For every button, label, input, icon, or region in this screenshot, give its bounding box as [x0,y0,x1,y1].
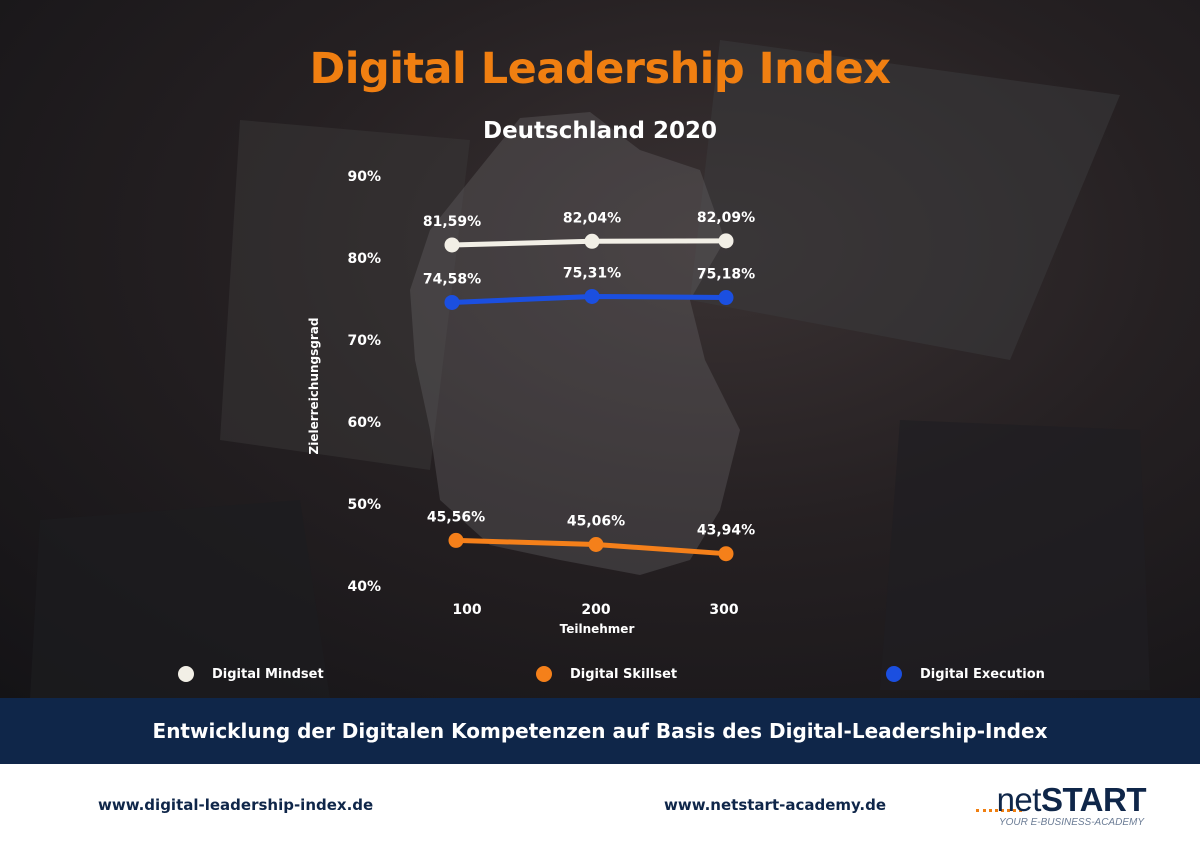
logo-wordmark: netSTART [996,781,1147,818]
legend-item-digital-skillset: Digital Skillset [536,664,677,684]
y-tick-label: 70% [347,333,381,349]
legend-item-digital-execution: Digital Execution [886,664,1045,684]
footer-link-digital-leadership-index[interactable]: www.digital-leadership-index.de [98,796,374,814]
data-point-digital-execution [718,290,734,306]
logo-dots-decoration [976,809,1022,812]
page-subtitle: Deutschland 2020 [482,118,718,144]
legend-item-digital-mindset: Digital Mindset [178,664,324,684]
data-point-digital-mindset [444,237,460,253]
data-label-digital-skillset: 45,56% [427,509,485,525]
banner-text: Entwicklung der Digitalen Kompetenzen au… [152,719,1048,743]
legend-swatch-digital-execution [886,666,902,682]
logo-part-net: net [996,781,1042,818]
x-tick-label: 200 [581,602,610,618]
x-tick-label: 300 [709,602,738,618]
data-label-digital-execution: 74,58% [423,271,481,287]
legend-label-digital-mindset: Digital Mindset [212,666,324,682]
y-tick-label: 60% [347,415,381,431]
logo-tagline: YOUR E-BUSINESS-ACADEMY [998,817,1144,828]
data-point-digital-skillset [588,537,604,553]
x-axis-label: Teilnehmer [560,622,635,636]
data-point-digital-skillset [448,532,464,548]
data-point-digital-mindset [718,233,734,249]
data-point-digital-skillset [718,546,734,562]
data-label-digital-mindset: 82,09% [697,210,755,226]
logo-part-start: START [1040,781,1147,818]
page-title: Digital Leadership Index [309,44,891,94]
line-chart: 90% 80% 70% 60% 50% 40% Zielerreichungsgrad 100… [307,169,755,636]
footer [0,764,1200,849]
y-tick-label: 50% [347,497,381,513]
hero-background: Digital Leadership Index Deutschland 202… [0,0,1200,698]
y-axis-label: Zielerreichungsgrad [307,318,321,455]
data-label-digital-mindset: 81,59% [423,214,481,230]
legend-label-digital-execution: Digital Execution [920,666,1045,682]
data-point-digital-execution [584,288,600,304]
y-tick-label: 90% [347,169,381,185]
netstart-logo: netSTART YOUR E-BUSINESS-ACADEMY [976,781,1147,832]
caption-banner: Entwicklung der Digitalen Kompetenzen au… [0,698,1200,764]
y-tick-label: 40% [347,579,381,595]
data-label-digital-skillset: 45,06% [567,514,625,530]
x-tick-label: 100 [452,602,481,618]
legend-label-digital-skillset: Digital Skillset [570,666,678,682]
data-point-digital-execution [444,294,460,310]
footer-link-netstart-academy[interactable]: www.netstart-academy.de [664,796,887,814]
data-label-digital-mindset: 82,04% [563,210,621,226]
data-label-digital-skillset: 43,94% [697,523,755,539]
data-label-digital-execution: 75,18% [697,267,755,283]
data-point-digital-mindset [584,233,600,249]
data-label-digital-execution: 75,31% [563,265,621,281]
y-tick-label: 80% [347,251,381,267]
background-photo-decoration [30,40,1150,698]
legend-swatch-digital-mindset [178,666,194,682]
legend-swatch-digital-skillset [536,666,552,682]
